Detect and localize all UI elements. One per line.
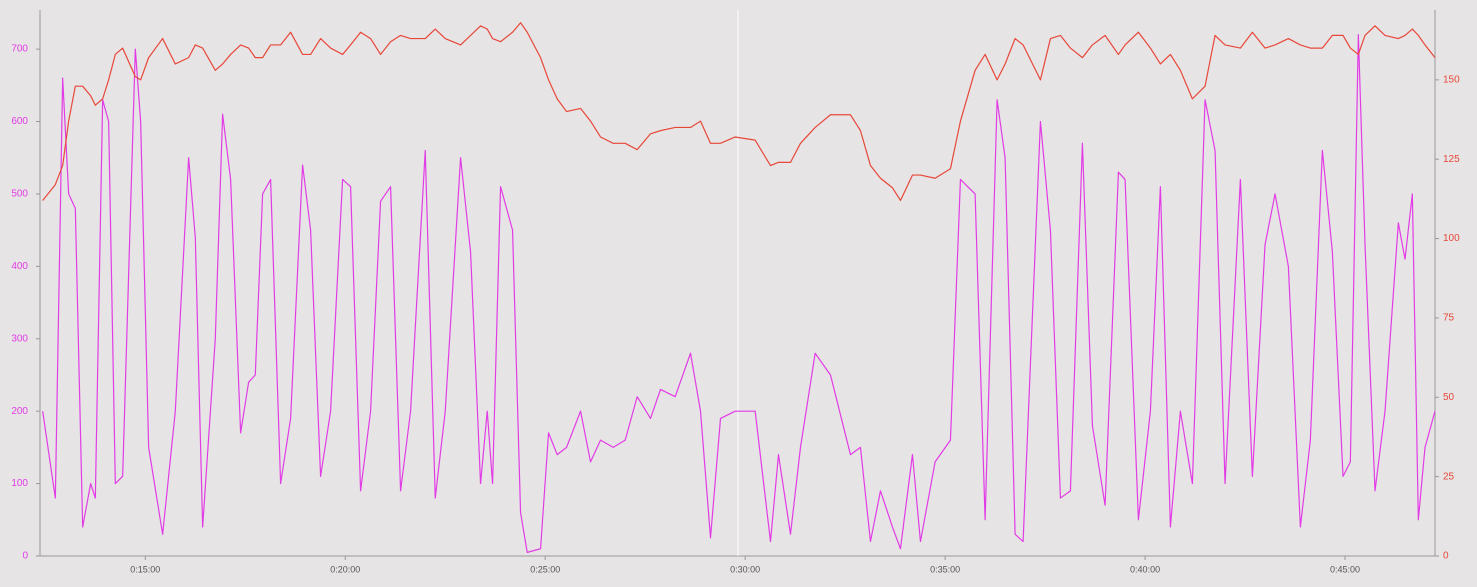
y2-tick-label: 150 [1443,74,1460,85]
y-tick-label: 100 [11,478,28,489]
y-tick-label: 400 [11,261,28,272]
x-tick-label: 0:45:00 [1330,564,1360,574]
x-tick-label: 0:35:00 [930,564,960,574]
y2-tick-label: 100 [1443,233,1460,244]
series-line [42,34,1436,553]
y-tick-label: 200 [11,406,28,417]
y-tick-label: 700 [11,44,28,55]
y2-tick-label: 25 [1443,471,1455,482]
x-tick-label: 0:15:00 [130,564,160,574]
x-tick-label: 0:20:00 [330,564,360,574]
series-line [42,22,1436,202]
x-tick-label: 0:40:00 [1130,564,1160,574]
y2-tick-label: 0 [1443,551,1449,562]
x-tick-label: 0:30:00 [730,564,760,574]
y2-tick-label: 50 [1443,392,1455,403]
y-tick-label: 600 [11,116,28,127]
y2-tick-label: 125 [1443,154,1460,165]
y2-tick-label: 75 [1443,313,1455,324]
y-tick-label: 300 [11,333,28,344]
y-tick-label: 0 [22,551,28,562]
x-tick-label: 0:25:00 [530,564,560,574]
y-tick-label: 500 [11,189,28,200]
